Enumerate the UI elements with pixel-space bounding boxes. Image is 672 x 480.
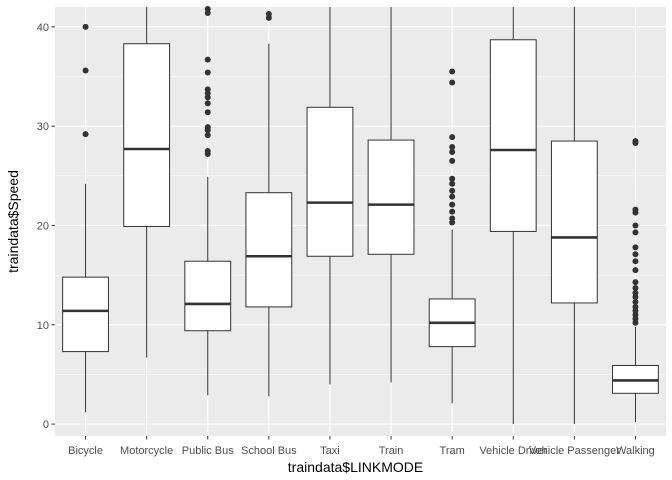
box-body (184, 260, 232, 332)
box-walking (612, 138, 659, 423)
outlier-point (449, 180, 456, 187)
outlier-point (632, 303, 639, 310)
x-tick-label: School Bus (241, 445, 297, 457)
box-train (367, 7, 415, 383)
box-body (367, 139, 415, 255)
y-tick-label: 10 (37, 320, 49, 332)
box-body (123, 43, 171, 227)
x-tick-label: Tram (440, 445, 465, 457)
box-school-bus (245, 10, 293, 397)
outlier-point (265, 10, 272, 17)
outlier-point (449, 79, 456, 86)
y-tick-label: 0 (43, 419, 49, 431)
box-vehicle-passenger (550, 7, 598, 425)
outlier-point (449, 193, 456, 200)
box-layer (62, 5, 659, 425)
box-body (306, 106, 354, 257)
box-body (62, 276, 109, 353)
outlier-point (204, 5, 211, 12)
box-motorcycle (123, 7, 171, 358)
outlier-point (82, 23, 89, 30)
box-body (245, 192, 293, 308)
outlier-point (204, 132, 211, 139)
box-vehicle-driver (489, 7, 537, 425)
outlier-point (449, 68, 456, 75)
outlier-point (632, 229, 639, 236)
box-public-bus (184, 5, 232, 396)
outlier-point (204, 124, 211, 131)
box-bicycle (62, 23, 109, 413)
x-tick-label: Vehicle Driver (479, 445, 547, 457)
outlier-point (204, 100, 211, 107)
outlier-point (449, 215, 456, 222)
outlier-point (82, 67, 89, 74)
x-tick-label: Train (379, 445, 404, 457)
box-tram (428, 68, 476, 404)
tick-layer: 0 10 20 30 40 Bicycle Motorcycle Public Bus Scho… (37, 22, 655, 457)
outlier-point (204, 69, 211, 76)
box-body (550, 140, 598, 304)
outlier-point (449, 208, 456, 215)
x-tick-label: Motorcycle (120, 445, 173, 457)
outlier-point (449, 144, 456, 151)
outlier-point (204, 109, 211, 116)
outlier-point (632, 206, 639, 213)
outlier-point (204, 86, 211, 93)
outlier-point (632, 290, 639, 296)
x-tick-label: Public Bus (182, 445, 234, 457)
outlier-point (449, 175, 456, 182)
x-tick-label: Walking (616, 445, 655, 457)
outlier-point (632, 138, 639, 145)
outlier-point (632, 267, 639, 274)
outlier-point (449, 201, 456, 208)
y-axis-title: traindata$Speed (5, 170, 21, 273)
outlier-point (82, 131, 89, 138)
outlier-point (449, 187, 456, 194)
outlier-point (449, 148, 456, 155)
outlier-point (632, 222, 639, 229)
y-tick-label: 20 (37, 220, 49, 232)
outlier-point (632, 251, 639, 258)
box-body (489, 39, 537, 232)
outlier-point (632, 285, 639, 292)
outlier-point (204, 56, 211, 63)
outlier-point (449, 157, 456, 164)
x-tick-label: Vehicle Passenger (529, 445, 620, 457)
outlier-point (449, 134, 456, 141)
outlier-point (632, 244, 639, 251)
outlier-point (632, 298, 639, 305)
y-tick-label: 30 (37, 121, 49, 133)
outlier-point (632, 258, 639, 265)
x-axis-title: traindata$LINKMODE (288, 459, 423, 475)
box-taxi (306, 7, 354, 385)
outlier-point (204, 147, 211, 154)
y-tick-label: 40 (37, 22, 49, 34)
outlier-point (632, 279, 639, 286)
x-tick-label: Taxi (320, 445, 340, 457)
x-tick-label: Bicycle (68, 445, 103, 457)
